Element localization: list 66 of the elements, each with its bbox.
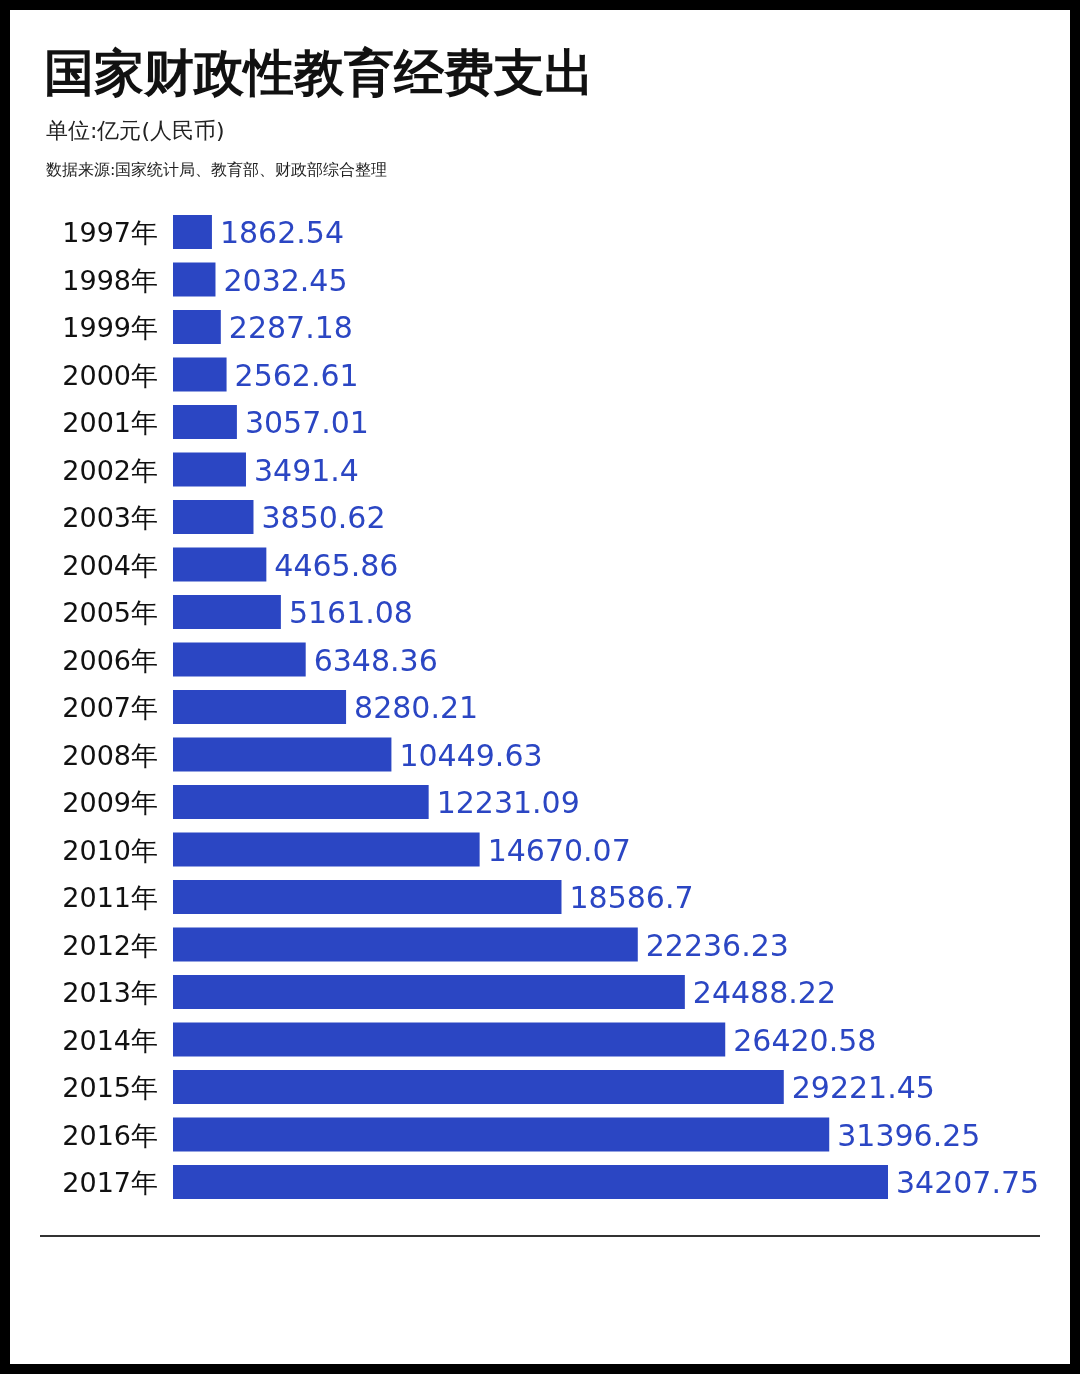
y-tick-label: 2008年 [62,739,158,771]
y-tick-label: 2004年 [62,549,158,581]
bar [173,1165,888,1199]
bar [173,690,347,724]
data-label: 26420.58 [733,1022,877,1058]
data-label: 31396.25 [837,1117,981,1153]
data-label: 24488.22 [692,975,836,1010]
bar [173,1117,830,1152]
bar [173,500,254,534]
chart-title: 国家财政性教育经费支出 [44,44,594,102]
y-tick-label: 2012年 [62,929,158,961]
bar [173,927,638,962]
bar [173,737,392,772]
data-label: 14670.07 [487,832,631,868]
data-label: 1862.54 [219,215,344,250]
y-tick-label: 2002年 [62,454,158,486]
data-label: 22236.23 [645,927,789,963]
bar [173,785,429,819]
data-label: 4465.86 [274,547,399,583]
y-tick-label: 2001年 [62,407,158,438]
y-tick-label: 1999年 [62,312,158,343]
bar [173,832,480,867]
bar [173,452,246,487]
data-label: 6348.36 [313,642,438,678]
data-label: 34207.75 [896,1165,1040,1200]
bar [173,405,237,439]
y-tick-label: 2013年 [62,977,158,1008]
y-tick-label: 2006年 [62,644,158,676]
y-tick-label: 2000年 [62,359,158,391]
y-tick-label: 2015年 [62,1072,158,1103]
bar [173,1022,726,1057]
bar [173,1070,784,1104]
y-tick-label: 2017年 [62,1167,158,1198]
data-label: 2287.18 [228,310,353,345]
bar [173,310,221,344]
bar [173,642,306,677]
data-label: 3057.01 [244,405,369,440]
bar [173,595,281,629]
data-label: 5161.08 [288,595,413,630]
bar [173,357,227,392]
source-note: 数据来源:国家统计局、教育部、财政部综合整理 [46,160,388,179]
y-tick-label: 2007年 [62,692,158,723]
bar [173,547,267,582]
data-label: 8280.21 [354,690,479,725]
data-label: 2562.61 [234,357,359,393]
data-label: 29221.45 [791,1070,935,1105]
data-label: 3850.62 [261,500,386,535]
y-tick-label: 1998年 [62,264,158,296]
data-label: 12231.09 [436,785,580,820]
y-tick-label: 2009年 [62,787,158,818]
y-tick-label: 2011年 [62,882,158,913]
bar [173,975,685,1009]
bar [173,262,216,297]
data-label: 2032.45 [223,262,348,298]
bar [173,215,212,249]
y-tick-label: 2003年 [62,502,158,533]
data-label: 3491.4 [253,452,359,488]
y-tick-label: 2016年 [62,1119,158,1151]
bar [173,880,562,914]
y-tick-label: 2005年 [62,597,158,628]
y-tick-label: 1997年 [62,217,158,248]
chart-subtitle: 单位:亿元(人民币) [46,118,225,143]
y-tick-label: 2010年 [62,834,158,866]
data-label: 10449.63 [399,737,543,773]
data-label: 18586.7 [569,880,694,915]
y-tick-label: 2014年 [62,1024,158,1056]
